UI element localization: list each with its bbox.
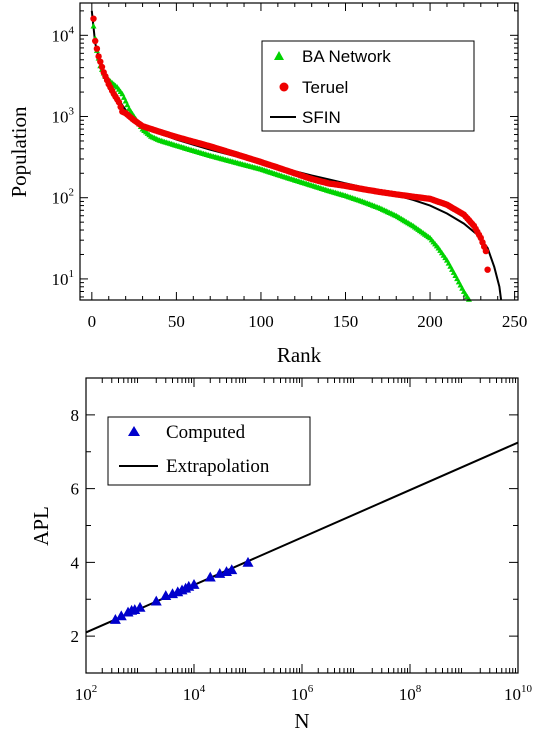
top-x-tick-label: 0 [88,312,97,331]
bot-y-tick-label: 8 [71,406,80,425]
bot-x-tick-label: 102 [75,683,98,704]
legend-teruel-label: Teruel [302,78,348,97]
teruel-point [484,266,491,273]
apl-vs-n-ticks: 102 104 106 108 1010 2 4 6 8 [71,377,533,704]
rank-population-legend: BA Network Teruel SFIN [261,40,475,132]
teruel-point [93,45,101,52]
legend-computed-label: Computed [166,422,246,443]
computed-point [188,579,200,589]
top-y-tick-label: 103 [52,106,75,127]
rank-population-ticks: 0 50 100 150 200 250 101 102 103 104 [52,3,528,331]
teruel-series [90,15,491,273]
rank-population-x-axis-title: Rank [277,343,322,367]
top-y-tick-label: 102 [52,187,75,208]
top-x-tick-label: 150 [333,312,359,331]
bot-x-tick-label: 104 [183,683,206,704]
computed-point [226,564,238,575]
teruel-point [95,53,102,60]
legend-sfin-label: SFIN [302,108,341,127]
apl-vs-n-legend: Computed Extrapolation [107,416,311,486]
teruel-point [482,247,490,255]
bot-x-tick-label: 1010 [504,683,533,704]
ba-network-point [124,101,131,108]
legend-computed-marker [128,426,140,436]
computed-series [109,556,254,624]
top-y-tick-label: 104 [52,24,75,45]
top-x-tick-label: 50 [168,312,185,331]
bot-y-tick-label: 2 [71,627,80,646]
rank-population-legend-box [261,40,475,132]
computed-point [242,556,254,567]
rank-population-series-layer [90,10,503,302]
apl-vs-n-series-layer [85,441,519,634]
computed-point [134,601,146,612]
computed-point [109,614,121,624]
ba-network-point [122,98,129,104]
apl-vs-n-legend-box [107,416,311,486]
teruel-point [97,58,104,65]
top-x-tick-label: 100 [248,312,274,331]
ba-network-point [90,23,97,29]
computed-point [150,595,162,606]
computed-point [115,610,127,621]
bot-x-tick-label: 108 [399,683,422,704]
legend-extrapolation-label: Extrapolation [166,456,270,477]
apl-vs-n-x-axis-title: N [294,709,309,732]
apl-vs-n-y-axis-title: APL [29,506,53,546]
legend-ba-network-label: BA Network [302,47,391,66]
computed-point [204,571,216,582]
top-x-tick-label: 200 [417,312,443,331]
rank-population-y-axis-title: Population [7,106,31,198]
rank-population-plot-frame [79,2,519,301]
top-x-tick-label: 250 [502,312,528,331]
rank-population-chart: 0 50 100 150 200 250 101 102 103 104 Rank Populat… [7,2,528,367]
apl-vs-n-chart: 102 104 106 108 1010 2 4 6 8 N APL Computed Extr… [29,377,533,732]
legend-teruel-marker [279,82,289,92]
top-y-tick-label: 101 [52,268,75,289]
teruel-point [90,15,97,22]
bot-x-tick-label: 106 [291,683,314,704]
legend-ba-network-marker [274,51,284,60]
teruel-point [98,63,106,71]
bot-y-tick-label: 6 [71,480,80,499]
teruel-point [92,37,99,45]
bot-y-tick-label: 4 [71,553,80,572]
